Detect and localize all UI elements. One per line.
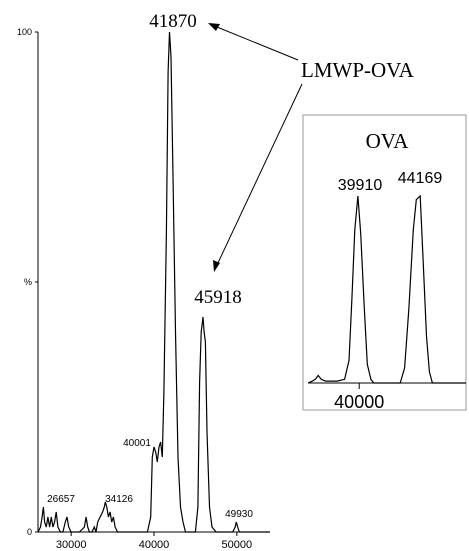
peak-label-26657: 26657 [47,494,75,505]
peak-label-34126: 34126 [105,494,133,505]
main-x-ticks: 30000 40000 50000 [56,532,252,551]
inset-peak-label-44169: 44169 [398,170,443,187]
inset-peak-labels: 39910 44169 [338,170,443,194]
inset-title: OVA [366,129,410,153]
main-spectrum-line [37,31,270,533]
arrow-to-45918 [216,83,303,266]
peak-label-41870: 41870 [149,11,197,32]
y-tick-100: 100 [17,27,32,37]
inset-frame [302,114,467,411]
main-peak-labels: 41870 45918 40001 26657 34126 49930 [47,11,253,520]
inset-peak-label-39910: 39910 [338,177,383,194]
peak-label-49930: 49930 [225,509,253,520]
inset-x-ticks: 40000 [334,383,384,412]
arrow-head-41870 [208,23,220,31]
y-axis-label: % [24,277,32,287]
peak-label-40001: 40001 [123,438,151,449]
lmwp-ova-label: LMWP-OVA [301,58,415,82]
arrow-head-45918 [213,260,220,272]
main-x-tick-label: 40000 [139,539,170,551]
main-x-tick-label: 30000 [56,539,87,551]
inset-spectrum-line [307,194,466,384]
arrow-to-41870 [211,24,299,61]
y-tick-0: 0 [27,527,32,537]
inset-x-tick-label: 40000 [334,392,384,412]
main-x-tick-label: 50000 [222,539,253,551]
peak-label-45918: 45918 [194,287,242,308]
